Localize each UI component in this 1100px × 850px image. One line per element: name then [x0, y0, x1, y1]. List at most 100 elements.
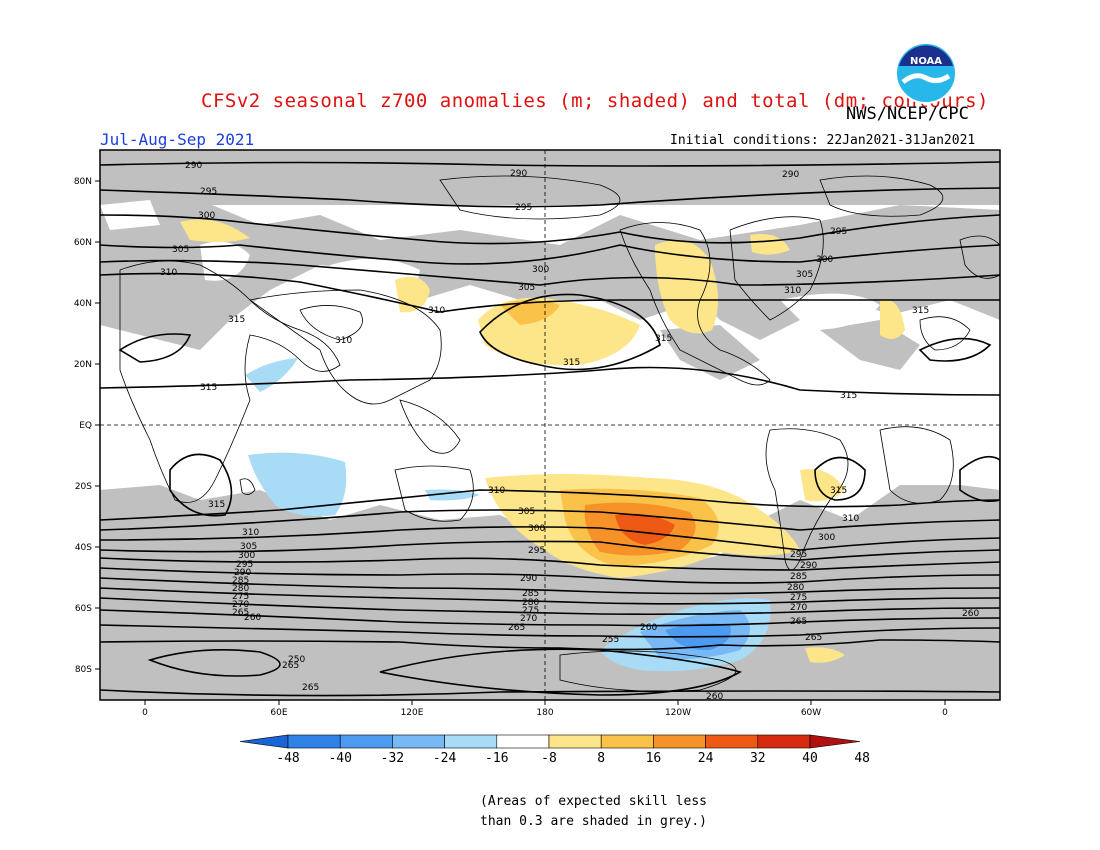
positive-anomalies [180, 219, 905, 663]
contour-label: 295 [236, 560, 253, 570]
coastlines [119, 175, 1000, 692]
contour-label: 265 [282, 661, 299, 671]
lon-label: 60W [801, 708, 821, 718]
colorbar-label: 48 [854, 751, 870, 766]
contour-label: 290 [520, 574, 537, 584]
contour-label: 270 [520, 614, 537, 624]
colorbar-box [496, 734, 550, 749]
contour-label: 295 [528, 546, 545, 556]
colorbar-label: -40 [328, 751, 351, 766]
contour-label: 300 [818, 533, 835, 543]
contour-label: 310 [335, 336, 352, 346]
contour-label: 310 [488, 486, 505, 496]
colorbar-box [444, 734, 498, 749]
map-field: 290 295 300 305 310 315 290 295 300 305 … [100, 150, 1000, 700]
colorbar-box [757, 734, 811, 749]
colorbar-box [600, 734, 654, 749]
colorbar-arrow-low [239, 734, 289, 749]
skill-note: (Areas of expected skill less than 0.3 a… [480, 792, 707, 832]
colorbar-label: 24 [698, 751, 714, 766]
contour-label: 265 [790, 617, 807, 627]
logo-text: NOAA [910, 56, 942, 67]
contour-label: 275 [790, 593, 807, 603]
contour-label: 270 [232, 600, 249, 610]
lat-label: EQ [79, 421, 92, 431]
lon-label: 180 [536, 708, 553, 718]
contour-label: 290 [800, 561, 817, 571]
lat-label: 60N [74, 238, 92, 248]
contour-label: 260 [244, 613, 261, 623]
lon-label: 120W [665, 708, 691, 718]
colorbar-arrow-high [809, 734, 861, 749]
contour-label: 315 [912, 306, 929, 316]
contour-label: 300 [532, 265, 549, 275]
contour-label: 265 [805, 633, 822, 643]
contour-label: 290 [234, 568, 251, 578]
contour-label: 310 [242, 528, 259, 538]
contour-label: 315 [228, 315, 245, 325]
colorbar-label: 32 [750, 751, 766, 766]
contour-label: 265 [232, 608, 249, 618]
colorbar: -48 -40 -32 -24 -16 -8 8 16 24 32 40 48 [239, 734, 870, 766]
colorbar-label: -16 [485, 751, 508, 766]
colorbar-label: -32 [381, 751, 404, 766]
colorbar-label: -24 [433, 751, 457, 766]
season-label: Jul-Aug-Sep 2021 [100, 130, 255, 149]
contour-label: 250 [288, 655, 305, 665]
reference-lines [100, 150, 1000, 700]
contour-label: 300 [528, 524, 545, 534]
contour-label: 310 [784, 286, 801, 296]
contour-label: 285 [522, 589, 539, 599]
contour-label: 305 [172, 245, 189, 255]
contour-label: 275 [232, 592, 249, 602]
contour-labels: 290 295 300 305 310 315 290 295 300 305 … [160, 161, 979, 700]
contour-label: 295 [200, 187, 217, 197]
contour-label: 285 [790, 572, 807, 582]
lat-label: 40S [75, 543, 92, 553]
contour-label: 315 [655, 334, 672, 344]
contour-label: 280 [787, 583, 804, 593]
contour-label: 295 [515, 203, 532, 213]
lat-label: 60S [75, 604, 92, 614]
lat-label: 40N [74, 299, 92, 309]
colorbar-box [705, 734, 759, 749]
contour-label: 315 [563, 358, 580, 368]
contour-label: 310 [428, 306, 445, 316]
initial-conditions-label: Initial conditions: 22Jan2021-31Jan2021 [670, 133, 976, 148]
contour-label: 315 [840, 391, 857, 401]
contour-label: 265 [508, 623, 525, 633]
longitude-axis: 0 60E 120E 180 120W 60W 0 [142, 700, 948, 718]
lon-label: 0 [142, 708, 148, 718]
contour-label: 300 [816, 255, 833, 265]
colorbar-box [653, 734, 706, 749]
contour-label: 270 [790, 603, 807, 613]
contour-label: 305 [518, 283, 535, 293]
agency-label: NWS/NCEP/CPC [846, 104, 969, 124]
lon-label: 60E [270, 708, 287, 718]
lat-label: 80N [74, 177, 92, 187]
contour-label: 275 [522, 606, 539, 616]
contour-label: 300 [198, 211, 215, 221]
contour-label: 310 [842, 514, 859, 524]
colorbar-label: 16 [646, 751, 662, 766]
contour-label: 315 [208, 500, 225, 510]
contour-label: 300 [238, 551, 255, 561]
colorbar-label: -8 [541, 751, 557, 766]
contour-label: 305 [240, 542, 257, 552]
contour-label: 260 [962, 609, 979, 619]
chart-title: CFSv2 seasonal z700 anomalies (m; shaded… [201, 90, 989, 112]
noaa-logo: NOAA [895, 42, 957, 104]
contour-label: 255 [602, 635, 619, 645]
contour-label: 280 [232, 584, 249, 594]
contour-label: 295 [790, 550, 807, 560]
lon-label: 0 [942, 708, 948, 718]
contour-label: 315 [200, 383, 217, 393]
skill-note-line2: than 0.3 are shaded in grey.) [480, 814, 707, 829]
contour-label: 280 [522, 598, 539, 608]
colorbar-box [548, 734, 602, 749]
lat-label: 20S [75, 482, 92, 492]
latitude-axis: 80N 60N 40N 20N EQ 20S 40S 60S 80S [74, 177, 100, 675]
colorbar-box [392, 734, 445, 749]
colorbar-label: -48 [276, 751, 299, 766]
